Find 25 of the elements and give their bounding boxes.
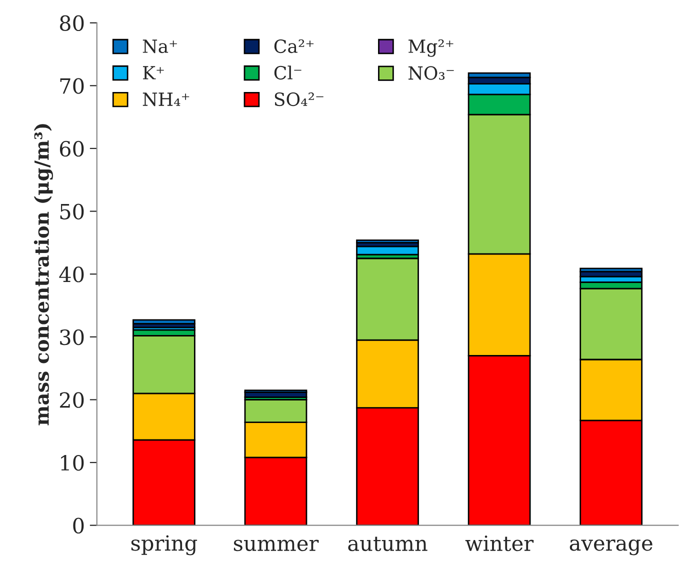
legend-label: NH₄⁺ — [142, 92, 190, 106]
legend-label: Ca²⁺ — [274, 39, 314, 54]
x-tick-label: summer — [234, 540, 319, 552]
y-tick-label: 30 — [60, 329, 84, 346]
y-tick-label: 20 — [60, 392, 84, 408]
y-axis-title: mass concentration (μg/m³) — [34, 124, 54, 426]
bar — [356, 239, 419, 244]
x-tick-label: winter — [465, 536, 534, 552]
legend-label: SO₄²⁻ — [274, 92, 324, 106]
y-tick-label: 50 — [60, 204, 84, 220]
legend-label: Mg²⁺ — [408, 39, 454, 57]
x-tick-label: average — [570, 539, 652, 556]
legend-label: NO₃⁻ — [408, 66, 454, 80]
y-tick-label: 0 — [73, 518, 84, 534]
bar — [132, 319, 196, 324]
y-tick-label: 40 — [59, 266, 84, 282]
legend-label: Na⁺ — [142, 40, 177, 54]
legend-label: K⁺ — [143, 66, 164, 80]
y-tick-label: 70 — [60, 78, 84, 94]
x-tick-label: spring — [131, 535, 198, 556]
y-tick-label: 60 — [60, 140, 84, 157]
legend-label: Cl⁻ — [274, 66, 302, 80]
y-tick-label: 10 — [61, 454, 84, 471]
y-tick-label: 80 — [60, 15, 84, 32]
x-tick-label: autumn — [348, 536, 428, 552]
